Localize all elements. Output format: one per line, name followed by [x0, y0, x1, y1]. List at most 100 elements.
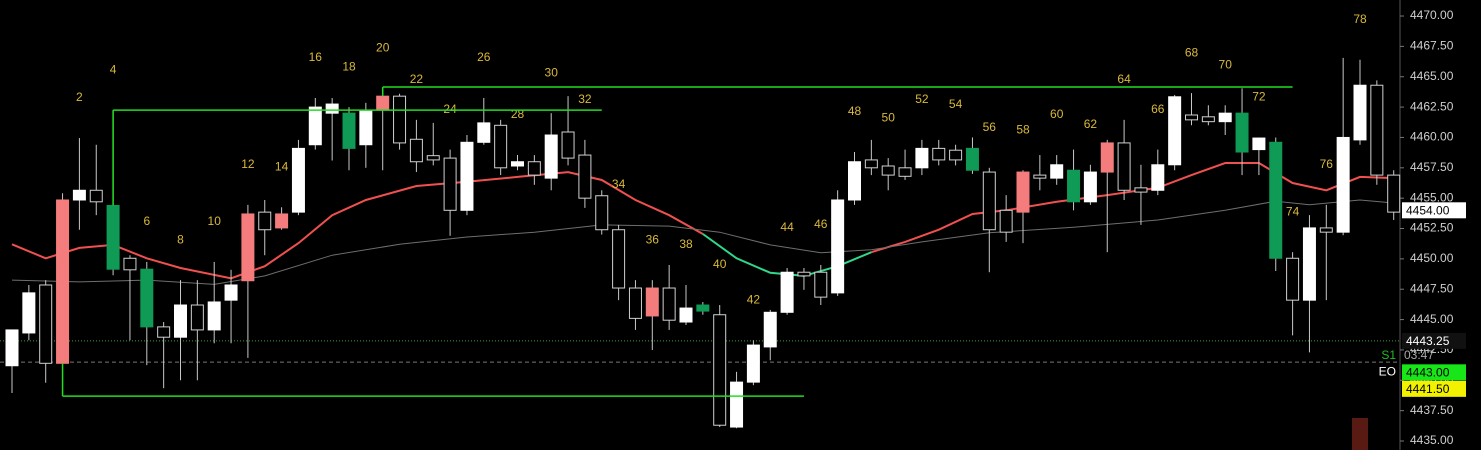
bar-number: 28 — [511, 107, 525, 121]
bar-number: 32 — [578, 92, 592, 106]
price-marker — [1402, 364, 1466, 381]
candle-body — [1117, 142, 1131, 191]
volume-block — [1352, 418, 1368, 450]
bar-number: 12 — [241, 157, 255, 171]
bar-number: 54 — [949, 97, 963, 111]
candle-body — [1050, 164, 1064, 179]
candle-body — [258, 211, 272, 231]
candle-body — [409, 138, 423, 163]
candle-body — [949, 149, 963, 161]
candle-body — [965, 147, 979, 171]
candle-body — [561, 131, 575, 159]
price-marker-label: 4454.00 — [1406, 203, 1450, 217]
bar-number: 42 — [747, 292, 761, 306]
candle-body — [578, 154, 592, 199]
bar-number: 72 — [1252, 90, 1266, 104]
candle-body — [848, 161, 861, 201]
candle-body — [123, 257, 137, 271]
candle-body — [1033, 174, 1047, 179]
bar-number: 10 — [208, 214, 222, 228]
candle-body — [881, 165, 895, 176]
candle-body — [1151, 164, 1165, 191]
bar-number: 66 — [1151, 102, 1165, 116]
candle-body — [72, 189, 86, 201]
moving-average — [11, 199, 1394, 285]
candle-body — [1100, 142, 1114, 173]
candle-body — [494, 124, 508, 169]
candle-body — [393, 95, 407, 144]
bar-number: 40 — [713, 257, 727, 271]
y-tick-label: 4470.00 — [1410, 8, 1454, 22]
bar-number: 2 — [76, 90, 83, 104]
candle-body — [1083, 171, 1097, 203]
bar-number: 70 — [1219, 57, 1233, 71]
candle-body — [89, 189, 103, 203]
candle-body — [22, 292, 36, 334]
bar-number: 62 — [1084, 117, 1098, 131]
candle-body — [308, 106, 322, 146]
candle-body — [1319, 227, 1333, 233]
candle-body — [628, 287, 642, 319]
candle-body — [1235, 112, 1249, 153]
y-tick-label: 4467.50 — [1410, 39, 1454, 53]
price-marker-label: 4441.50 — [1406, 382, 1450, 396]
bar-number: 68 — [1185, 45, 1199, 59]
price-marker — [1402, 380, 1466, 397]
candle-body — [662, 287, 676, 321]
candle-body — [1336, 136, 1350, 233]
bar-number: 18 — [342, 59, 356, 73]
candle-body — [999, 209, 1013, 233]
bar-number: 6 — [143, 214, 150, 228]
candle-body — [5, 329, 19, 367]
bar-timer: 03:47 — [1404, 348, 1434, 362]
bar-number: 30 — [545, 65, 559, 79]
y-tick-label: 4460.00 — [1410, 130, 1454, 144]
candle-body — [544, 134, 558, 179]
candle-body — [460, 141, 474, 211]
candle-body — [797, 271, 811, 277]
bar-number: 24 — [443, 102, 457, 116]
bar-number: 78 — [1353, 12, 1367, 26]
candle-body — [730, 381, 744, 428]
candle-body — [915, 147, 929, 169]
candle-body — [275, 213, 289, 229]
y-tick-label: 4450.00 — [1410, 251, 1454, 265]
candle-body — [1185, 114, 1198, 121]
candle-body — [1218, 112, 1232, 123]
y-tick-label: 4437.50 — [1410, 403, 1454, 417]
candle-body — [511, 161, 524, 167]
y-tick-label: 4465.00 — [1410, 69, 1454, 83]
candle-body — [291, 147, 305, 213]
y-tick-label: 4455.00 — [1410, 190, 1454, 204]
candle-body — [763, 311, 777, 348]
candle-body — [713, 314, 727, 426]
candle-body — [1387, 174, 1401, 213]
candle-body — [814, 271, 828, 298]
marker-tag: S1 — [1381, 348, 1396, 362]
candle-body — [39, 284, 53, 364]
bar-number: 58 — [1016, 122, 1030, 136]
bar-number: 4 — [110, 62, 117, 76]
y-tick-label: 4445.00 — [1410, 312, 1454, 326]
candle-body — [325, 103, 339, 114]
bar-number: 20 — [376, 40, 390, 54]
price-marker — [1402, 202, 1466, 219]
price-marker-label: 4443.00 — [1406, 366, 1450, 380]
candle-body — [190, 304, 204, 331]
bar-number: 52 — [915, 92, 929, 106]
bar-number: 8 — [177, 232, 184, 246]
candle-body — [746, 344, 760, 383]
candle-body — [342, 112, 356, 149]
bar-number: 16 — [309, 50, 323, 64]
bar-number: 36 — [646, 232, 660, 246]
bar-number: 56 — [983, 120, 997, 134]
price-marker-label: 4443.25 — [1406, 334, 1450, 348]
candle-body — [140, 268, 154, 328]
candle-body — [1168, 96, 1182, 166]
price-marker — [1402, 332, 1466, 349]
candle-body — [831, 199, 845, 294]
candle-body — [157, 326, 171, 338]
candle-body — [864, 159, 878, 169]
